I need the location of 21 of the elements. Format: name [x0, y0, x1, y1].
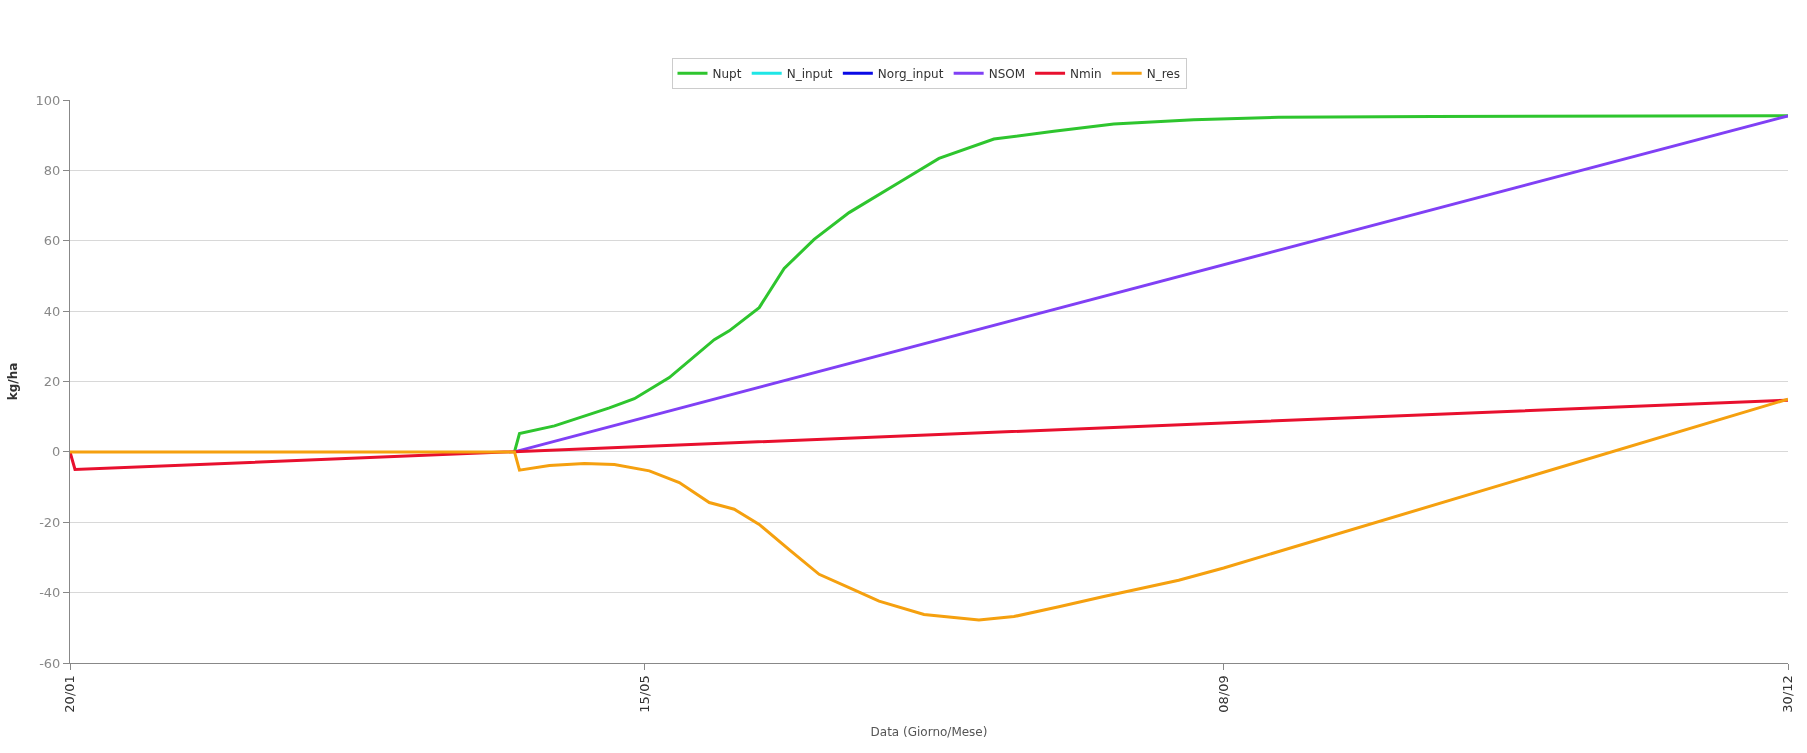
- legend-label: Norg_input: [877, 66, 944, 81]
- y-tick-label: 0: [52, 444, 61, 460]
- legend-label: Nupt: [712, 66, 742, 81]
- y-tick-label: -20: [39, 514, 61, 530]
- x-tick-label: 20/01: [62, 675, 78, 713]
- y-tick-label: -40: [39, 585, 61, 601]
- legend-label: NSOM: [988, 66, 1026, 81]
- legend-label: N_input: [786, 66, 833, 81]
- y-tick-label: 100: [35, 92, 61, 108]
- y-tick-label: 60: [43, 233, 61, 249]
- legend-label: N_res: [1146, 66, 1180, 81]
- x-tick-label: 30/12: [1780, 675, 1796, 713]
- legend-label: Nmin: [1070, 66, 1102, 81]
- y-tick-label: -60: [39, 655, 61, 671]
- y-tick-label: 20: [43, 374, 61, 390]
- x-tick-label: 15/05: [636, 675, 652, 713]
- y-tick-label: 40: [43, 303, 61, 319]
- x-tick-label: 08/09: [1215, 675, 1231, 713]
- y-axis-title: kg/ha: [5, 362, 20, 401]
- y-tick-label: 80: [43, 162, 61, 178]
- x-axis-title: Data (Giorno/Mese): [870, 724, 988, 739]
